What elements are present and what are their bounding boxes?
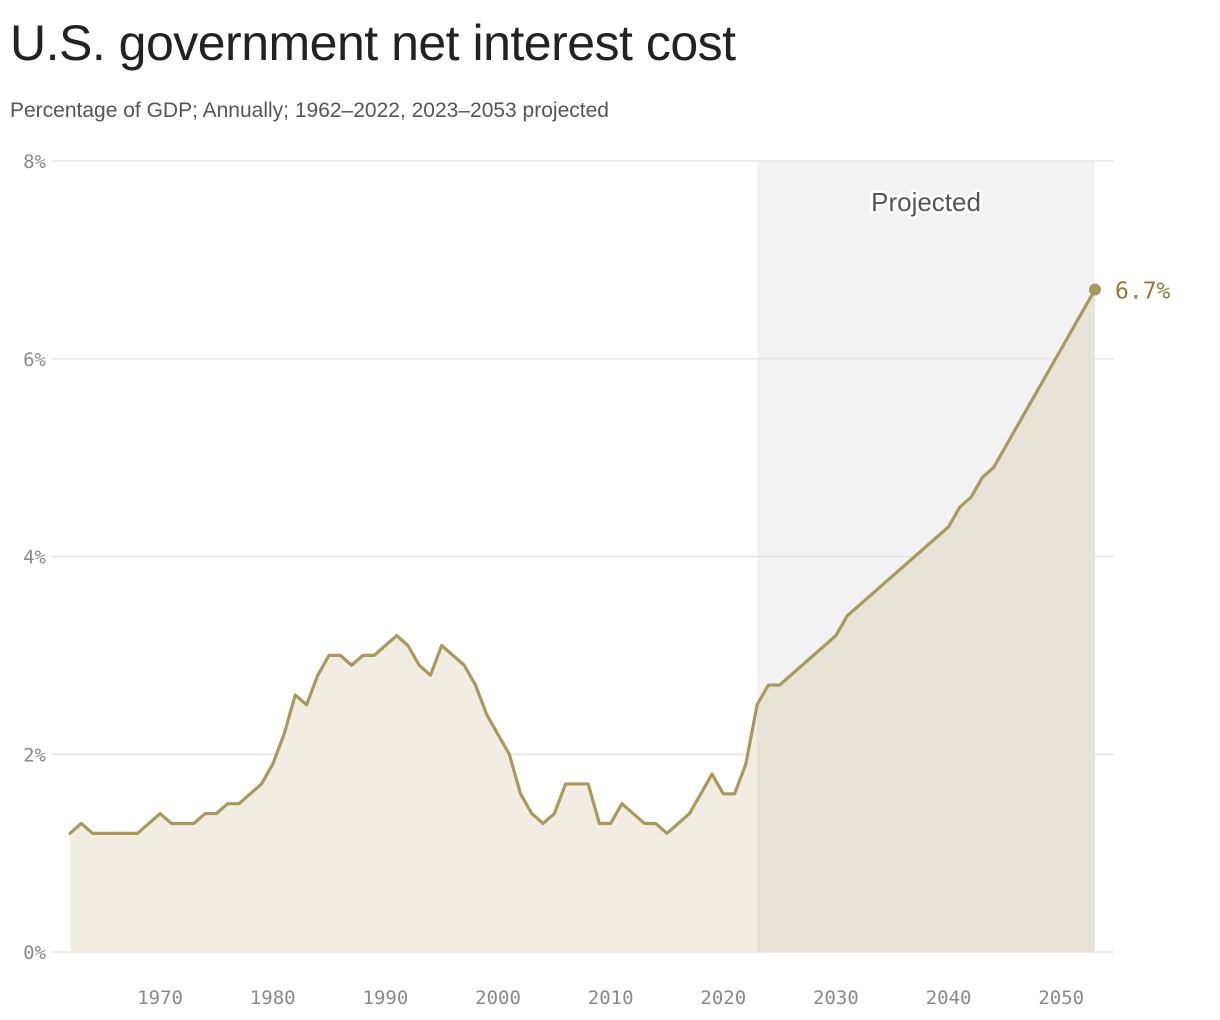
y-tick-label: 0% bbox=[23, 942, 46, 964]
end-value-label: 6.7% bbox=[1115, 279, 1171, 305]
x-tick-label: 2000 bbox=[475, 987, 521, 1009]
x-tick-label: 2040 bbox=[926, 987, 972, 1009]
y-axis-ticks: 0% 2% 4% 6% 8% bbox=[23, 151, 46, 964]
x-tick-label: 2050 bbox=[1038, 987, 1084, 1009]
x-tick-label: 2030 bbox=[813, 987, 859, 1009]
x-tick-label: 1990 bbox=[363, 987, 409, 1009]
series-line bbox=[68, 287, 1097, 835]
area-historical bbox=[70, 635, 758, 952]
end-point-marker bbox=[1089, 283, 1101, 296]
series-line-layer bbox=[68, 283, 1101, 835]
projected-label: Projected bbox=[871, 187, 981, 217]
annotations: Projected 6.7% bbox=[869, 185, 1171, 305]
y-tick-label: 2% bbox=[23, 744, 46, 766]
area-fill-layer bbox=[70, 289, 1095, 953]
y-tick-label: 6% bbox=[23, 349, 46, 371]
x-tick-label: 2020 bbox=[700, 987, 746, 1009]
chart-title: U.S. government net interest cost bbox=[10, 15, 736, 71]
x-tick-label: 1980 bbox=[250, 987, 296, 1009]
y-tick-label: 4% bbox=[23, 547, 46, 569]
x-axis-ticks: 1970 1980 1990 2000 2010 2020 2030 2040 2050 bbox=[137, 987, 1084, 1009]
x-tick-label: 1970 bbox=[137, 987, 183, 1009]
area-projected bbox=[757, 289, 1095, 953]
chart-subtitle: Percentage of GDP; Annually; 1962–2022, … bbox=[10, 99, 609, 122]
y-tick-label: 8% bbox=[23, 151, 46, 173]
x-tick-label: 2010 bbox=[588, 987, 634, 1009]
